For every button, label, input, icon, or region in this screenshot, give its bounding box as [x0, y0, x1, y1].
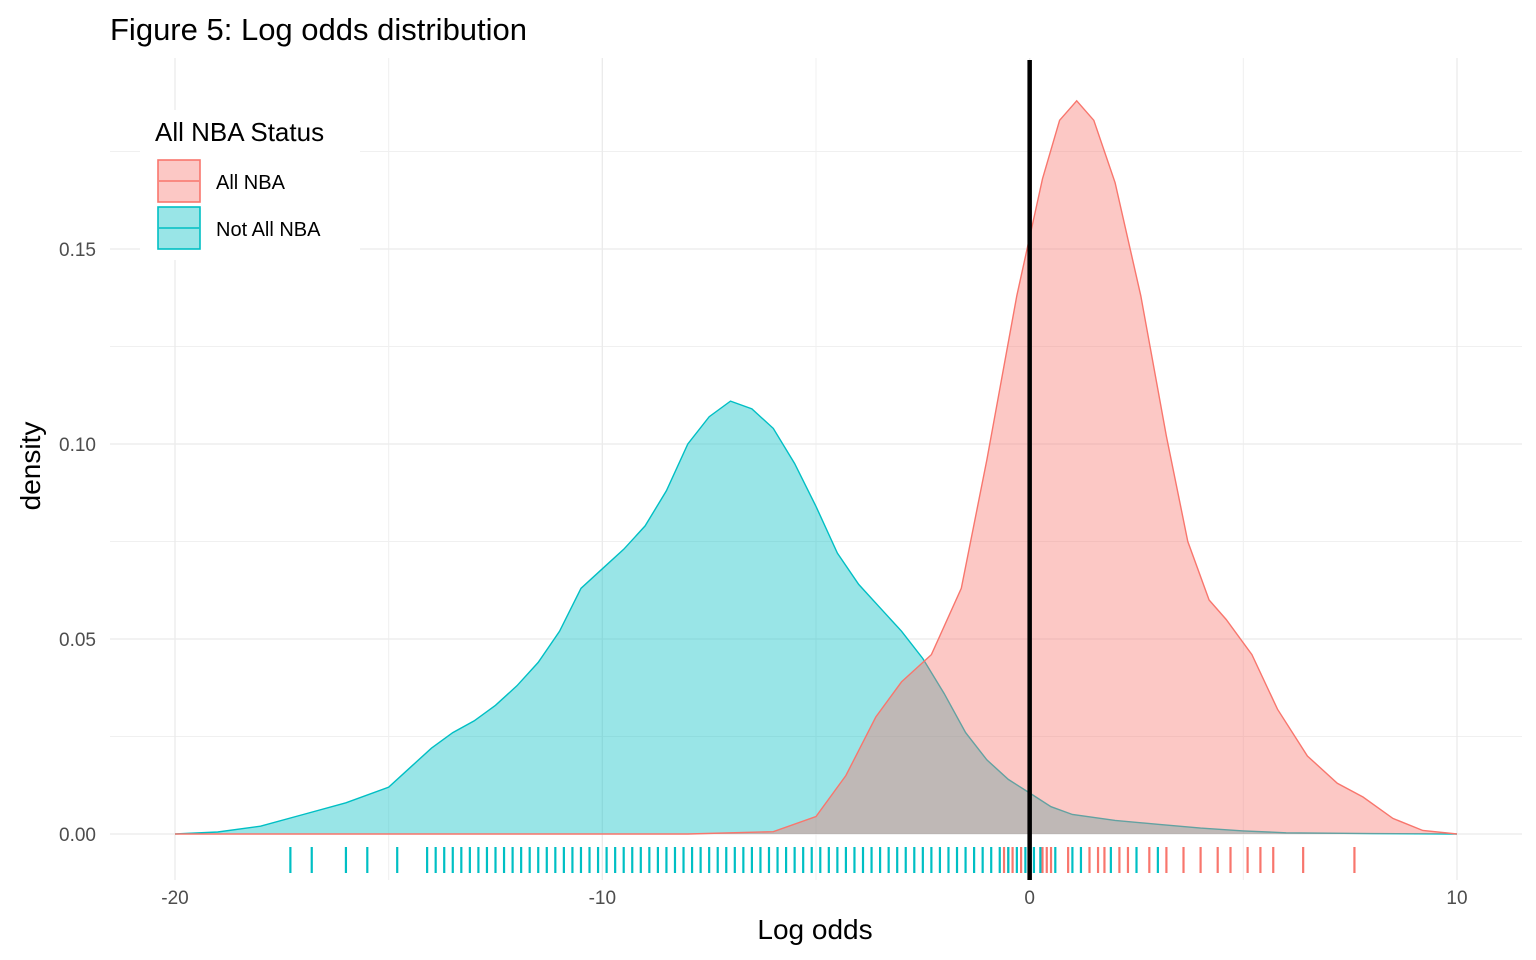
- density-areas: [174, 99, 1458, 835]
- not-all-nba-density-area: [175, 401, 1457, 834]
- not-all-nba-density-line: [174, 400, 1458, 835]
- rug-marks: [289, 847, 1356, 873]
- all-nba-density-area: [175, 100, 1457, 835]
- y-axis-title: density: [15, 422, 46, 511]
- all-nba-legend-label: All NBA: [216, 172, 286, 194]
- x-tick-label: 0: [1024, 888, 1035, 909]
- y-tick-label: 0.05: [59, 630, 96, 651]
- legend-background: [140, 110, 360, 260]
- not-all-nba-legend-label: Not All NBA: [216, 219, 321, 241]
- x-tick-label: -10: [589, 888, 616, 909]
- y-tick-label: 0.00: [59, 825, 96, 846]
- legend-title: All NBA Status: [155, 117, 324, 147]
- y-tick-label: 0.10: [59, 435, 96, 456]
- x-tick-label: 10: [1446, 888, 1467, 909]
- legend: All NBA Status All NBA Not All NBA: [140, 110, 360, 260]
- y-tick-label: 0.15: [59, 240, 96, 261]
- x-tick-label: -20: [161, 888, 188, 909]
- all-nba-density-line: [175, 99, 1458, 835]
- axis-tick-labels: -20 -10 0 10 0.00 0.05 0.10 0.15: [59, 240, 1468, 909]
- x-axis-title: Log odds: [757, 914, 872, 945]
- chart-title: Figure 5: Log odds distribution: [110, 12, 527, 47]
